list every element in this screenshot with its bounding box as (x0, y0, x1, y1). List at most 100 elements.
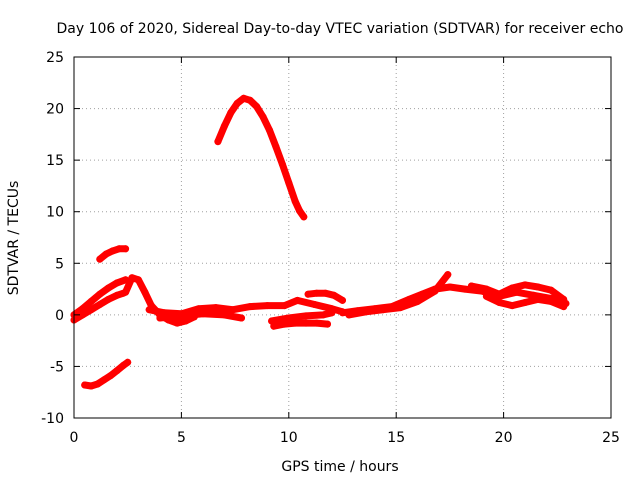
data-point (96, 301, 104, 308)
data-point (302, 312, 310, 320)
data-point (324, 320, 331, 328)
data-point (291, 319, 299, 327)
x-tick-label: 10 (280, 430, 298, 446)
data-point (328, 309, 336, 317)
x-tick-label: 5 (177, 430, 186, 446)
x-tick-label: 15 (387, 430, 405, 446)
data-point (281, 320, 288, 328)
data-point (291, 197, 299, 205)
series-track-right-d (482, 292, 568, 311)
series-track-right-c (467, 281, 568, 303)
data-point (253, 103, 261, 110)
series-track-flat-b (156, 310, 245, 322)
series-track-right-b (345, 271, 452, 319)
data-point (195, 305, 203, 313)
data-point (238, 314, 245, 322)
data-point (145, 306, 153, 314)
data-point (495, 299, 503, 306)
series-track-negative (81, 358, 132, 390)
data-point (508, 284, 516, 292)
data-point (321, 289, 329, 297)
data-point (259, 113, 267, 121)
data-point (246, 96, 254, 104)
series-track-arc-high (214, 94, 308, 221)
data-point (461, 285, 469, 293)
data-point (266, 126, 273, 134)
series-layer (70, 94, 570, 390)
data-point (293, 296, 301, 304)
data-point (431, 287, 439, 295)
data-point (87, 382, 95, 390)
data-point (319, 311, 327, 319)
series-track-low-short (270, 319, 331, 330)
data-point (113, 291, 121, 299)
data-point (285, 179, 293, 187)
data-point (214, 138, 222, 146)
data-point (313, 319, 321, 327)
data-point (446, 283, 454, 291)
series-track-flat-c (268, 309, 336, 325)
data-point (212, 304, 220, 312)
data-point (345, 311, 353, 319)
x-tick-label: 0 (70, 430, 79, 446)
data-point (482, 285, 490, 293)
x-tick-label: 25 (602, 430, 620, 446)
data-point (227, 109, 235, 117)
data-point (134, 276, 142, 284)
data-point (87, 297, 95, 305)
data-point (246, 303, 254, 311)
data-point (270, 322, 278, 330)
data-point (302, 319, 310, 327)
data-point (115, 245, 123, 253)
series-track-ramp-b (70, 289, 127, 324)
y-tick-label: 5 (55, 256, 64, 272)
data-point (278, 160, 286, 168)
data-point (240, 94, 248, 102)
data-point (521, 299, 529, 306)
data-point (467, 282, 475, 290)
data-point (79, 311, 87, 319)
data-point (100, 376, 108, 384)
data-point (495, 290, 503, 298)
series-track-mid-hump (304, 289, 346, 304)
data-point (281, 302, 288, 310)
data-point (96, 290, 104, 298)
data-point (263, 302, 271, 310)
data-point (311, 301, 319, 308)
x-tick-label: 20 (495, 430, 513, 446)
chart-title: Day 106 of 2020, Sidereal Day-to-day VTE… (57, 21, 624, 37)
y-tick-label: 25 (46, 50, 64, 66)
data-point (313, 289, 321, 297)
data-point (177, 312, 185, 320)
data-point (122, 245, 130, 253)
y-tick-label: 20 (46, 102, 64, 118)
plot-frame (73, 56, 612, 419)
data-point (534, 283, 542, 291)
data-point (109, 247, 117, 255)
data-point (124, 358, 132, 366)
y-tick-label: -10 (41, 411, 64, 427)
data-point (156, 314, 164, 322)
data-point (128, 274, 136, 282)
tick-layer: 0 5 10 15 20 25 -10 -5 0 5 10 15 20 25 (41, 50, 620, 446)
data-point (233, 99, 241, 107)
data-point (482, 292, 490, 300)
data-point (220, 122, 228, 130)
y-tick-label: 0 (55, 308, 64, 324)
data-point (104, 295, 112, 303)
y-tick-label: 10 (46, 205, 64, 221)
data-point (560, 295, 568, 303)
data-point (285, 314, 293, 322)
data-point (81, 381, 89, 389)
data-point (173, 319, 181, 327)
data-point (397, 304, 404, 312)
data-point (94, 380, 102, 388)
data-point (96, 255, 104, 263)
data-point (330, 291, 338, 299)
data-point (414, 297, 422, 305)
data-point (104, 284, 112, 292)
data-point (508, 302, 516, 310)
x-axis-label: GPS time / hours (281, 459, 398, 475)
data-point (534, 295, 542, 303)
